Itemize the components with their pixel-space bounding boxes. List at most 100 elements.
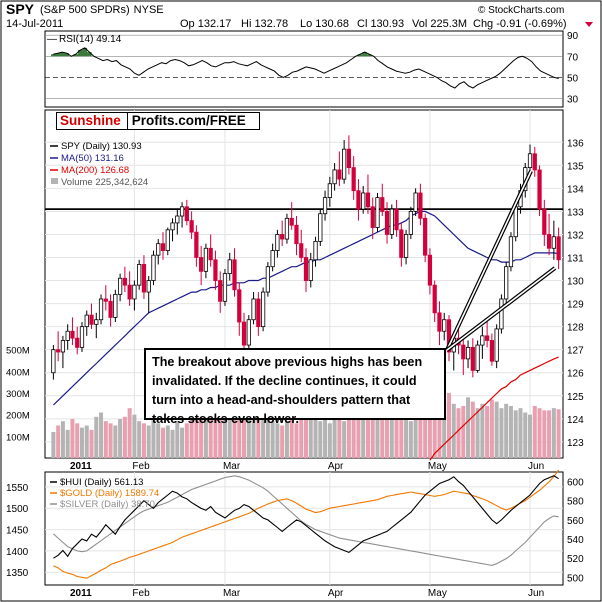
candle [361,186,366,214]
open-value: Op 132.17 [180,18,231,30]
candle [551,220,556,260]
candle-body [480,335,485,346]
candle [303,248,309,293]
candle [51,345,56,380]
candle [537,165,542,217]
candle [84,310,89,336]
candle-body [527,153,533,169]
rsi-tick-label: 30 [567,95,579,106]
price-tick-label: 127 [567,346,584,357]
candle [156,239,161,265]
candle-body [380,197,385,212]
volume-bar [75,423,80,458]
candle [270,243,275,272]
candle-body [294,224,299,245]
candle-body [203,247,209,272]
volume-bar [375,414,380,458]
candle-body [446,319,452,353]
volume-bar [385,412,390,458]
volume-value: Vol 225.3M [412,18,467,30]
symbol-name: (S&P 500 SPDRs) NYSE [40,4,164,16]
candle [384,202,390,244]
volume-bar [170,429,175,458]
candle-body [237,289,242,323]
candle [246,315,251,352]
candle-body [84,314,89,328]
volume-bar [342,421,347,458]
volume-bar [151,419,156,458]
candle-body [542,208,547,235]
candle [108,294,113,327]
candle [318,209,323,246]
candle-body [170,222,175,231]
candle [508,232,514,272]
candle-body [127,284,132,300]
candle [489,333,495,366]
price-tick-label: 136 [567,138,584,149]
volume-bar [141,423,146,458]
price-tick-label: 135 [567,161,584,172]
candle [470,338,475,378]
x-tick-label: Mar [223,588,241,599]
candle-body [284,217,290,240]
candle [418,183,423,226]
trendline-upper [446,170,532,351]
candle [151,250,156,286]
right-tick-label: 500 [567,573,584,584]
volume-bar [370,410,375,458]
volume-bar [127,408,132,458]
candle-body [280,234,285,240]
volume-bar [446,393,451,458]
candle [475,340,480,373]
candle-body [208,247,213,261]
volume-bar [70,419,75,458]
candle-body [79,326,85,348]
candle [194,225,199,267]
candle-body [199,257,204,272]
price-tick-label: 132 [567,230,584,241]
volume-bar [313,419,318,458]
commodity-panel [44,471,564,586]
gold-line [53,469,560,579]
candle [284,213,290,244]
candle [117,273,123,302]
volume-bar [399,408,404,458]
candle-body [513,206,518,238]
silver-line [53,475,559,566]
candle [380,183,385,217]
candle [356,179,361,221]
spy-legend: SPY (Daily) 130.93 [61,141,142,152]
candle-body [365,192,371,208]
candle-body [413,192,418,212]
candle [313,236,318,267]
volume-bar [451,403,456,458]
volume-bar [427,395,432,458]
candle-body [232,259,237,291]
volume-bar [189,414,194,458]
left-tick-label: 1450 [6,526,29,537]
candle-body [322,197,328,215]
candle [137,259,142,290]
candle-body [375,197,380,228]
candle [122,266,127,293]
candle [480,326,485,359]
candle-body [389,208,394,235]
candle [260,287,266,332]
candle-body [194,231,199,258]
candle [98,294,104,325]
candle-body [442,319,447,332]
x-tick-label: May [428,588,447,599]
candle [294,216,299,256]
volume-bar [232,401,237,458]
candle [203,243,209,279]
price-legend: SPY (Daily) 130.93 MA(50) 131.16 MA(200)… [50,141,148,188]
candle [184,199,189,226]
candle-body [156,243,161,256]
ma200-legend: MA(200) 126.68 [61,165,129,176]
candle-body [265,266,270,293]
volume-bar [308,414,313,458]
volume-bar [280,425,285,458]
candle-body [423,217,428,256]
volume-bar [137,421,142,458]
volume-bar [499,408,504,458]
